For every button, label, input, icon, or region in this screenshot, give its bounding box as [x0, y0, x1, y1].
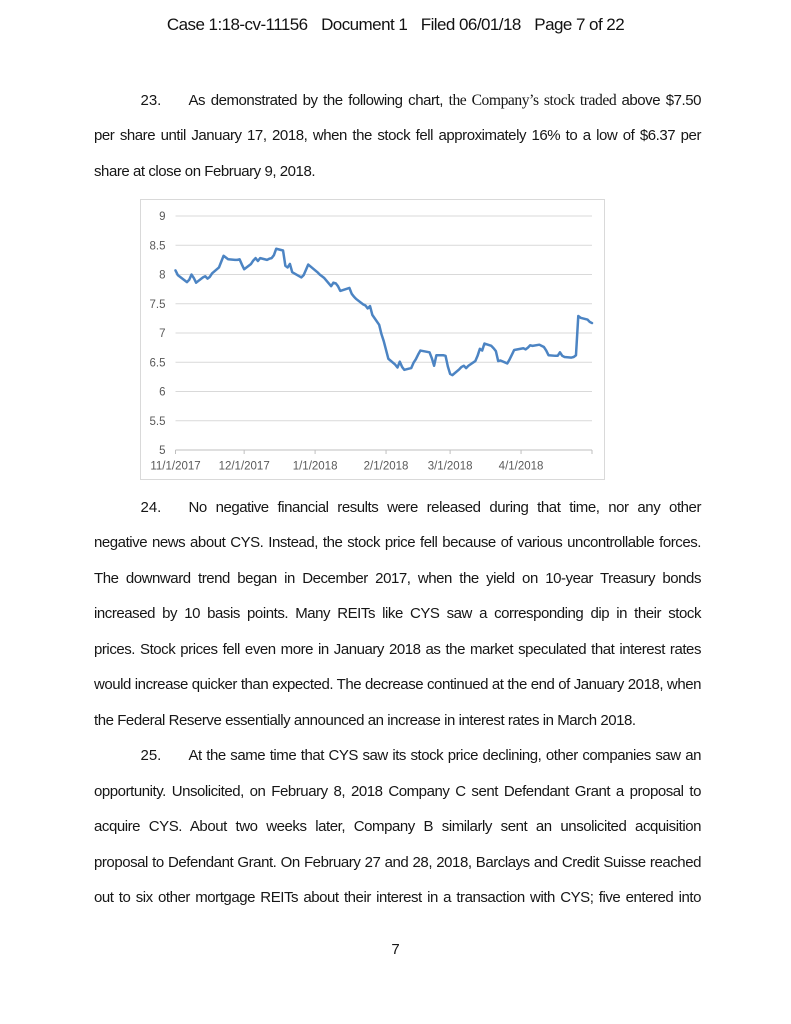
x-axis-tick-label: 2/1/2018 — [364, 460, 409, 472]
stock-price-chart-svg: 9 8.5 8 7.5 7 6.5 6 5.5 5 11/1/2017 12/1/2017 1/1/2… — [150, 211, 594, 472]
x-axis-tick-label: 11/1/2017 — [150, 460, 200, 472]
paragraph-25-line-4: proposal to Defendant Grant. On February… — [94, 853, 701, 871]
paragraph-23-line-3: share at close on February 9, 2018. — [94, 162, 316, 180]
paragraph-25-first-line: At the same time that CYS saw its stock … — [188, 747, 702, 765]
y-axis-tick-label: 8.5 — [150, 240, 166, 252]
paragraph-24-line-2: negative news about CYS. Instead, the st… — [94, 534, 701, 552]
stamp-page-count: Page 7 of 22 — [534, 14, 625, 34]
paragraph-25: 25. At the same time that CYS saw its sto… — [94, 738, 701, 916]
stamp-case-number: Case 1:18-cv-11156 — [166, 14, 308, 34]
y-axis-tick-label: 6.5 — [150, 357, 166, 369]
y-axis-tick-label: 6 — [159, 386, 165, 398]
paragraph-24-line-5: prices. Stock prices fell even more in J… — [94, 640, 701, 658]
paragraph-number: 23. — [140, 91, 162, 109]
x-axis-tick-label: 4/1/2018 — [499, 460, 544, 472]
page-number: 7 — [391, 941, 400, 958]
x-axis-tick-label: 3/1/2018 — [428, 460, 473, 472]
paragraph-23-segment-sans-2: above $7.50 — [621, 91, 702, 109]
paragraph-number: 25. — [140, 747, 162, 765]
paragraph-24: 24. No negative financial results were re… — [94, 490, 701, 739]
paragraph-23-line-1: 23. As demonstrated by the following char… — [94, 83, 702, 119]
case-stamp-header: Case 1:18-cv-11156 Document 1 Filed 06/01/… — [0, 16, 791, 33]
y-axis-tick-label: 5 — [159, 445, 165, 457]
paragraph-24-first-line: No negative financial results were relea… — [188, 498, 702, 516]
stamp-document-number: Document 1 — [321, 14, 408, 34]
paragraph-25-line-2: opportunity. Unsolicited, on February 8,… — [94, 782, 701, 800]
paragraph-24-line-4: increased by 10 basis points. Many REITs… — [94, 605, 701, 623]
paragraph-23-segment-sans-1: As demonstrated by the following chart, — [188, 91, 449, 109]
x-axis-tick-label: 12/1/2017 — [219, 460, 270, 472]
stamp-filed-date: Filed 06/01/18 — [420, 14, 522, 34]
y-axis-tick-label: 9 — [159, 211, 165, 223]
stock-price-chart: 9 8.5 8 7.5 7 6.5 6 5.5 5 11/1/2017 12/1/2017 1/1/2… — [140, 198, 605, 480]
paragraph-24-line-6: would increase quicker than expected. Th… — [94, 676, 701, 694]
y-axis-tick-label: 7.5 — [150, 298, 166, 310]
paragraph-23: 23. As demonstrated by the following char… — [94, 83, 701, 190]
paragraph-25-line-1: 25. At the same time that CYS saw its sto… — [94, 738, 702, 774]
paragraph-24-line-7: the Federal Reserve essentially announce… — [94, 711, 636, 729]
paragraph-23-line-2: per share until January 17, 2018, when t… — [94, 127, 701, 145]
paragraph-25-line-5: out to six other mortgage REITs about th… — [94, 889, 701, 907]
paragraph-23-segment-serif: the Company’s stock traded — [448, 91, 622, 109]
paragraph-number: 24. — [140, 498, 162, 516]
paragraph-25-line-3: acquire CYS. About two weeks later, Comp… — [94, 818, 701, 836]
paragraph-24-line-1: 24. No negative financial results were re… — [94, 490, 702, 526]
x-axis-tick-label: 1/1/2018 — [293, 460, 338, 472]
y-axis-tick-label: 5.5 — [150, 415, 166, 427]
paragraph-24-line-3: The downward trend began in December 201… — [94, 569, 701, 587]
y-axis-tick-label: 7 — [159, 328, 165, 340]
stock-price-line — [174, 247, 594, 376]
y-axis-tick-label: 8 — [159, 269, 165, 281]
